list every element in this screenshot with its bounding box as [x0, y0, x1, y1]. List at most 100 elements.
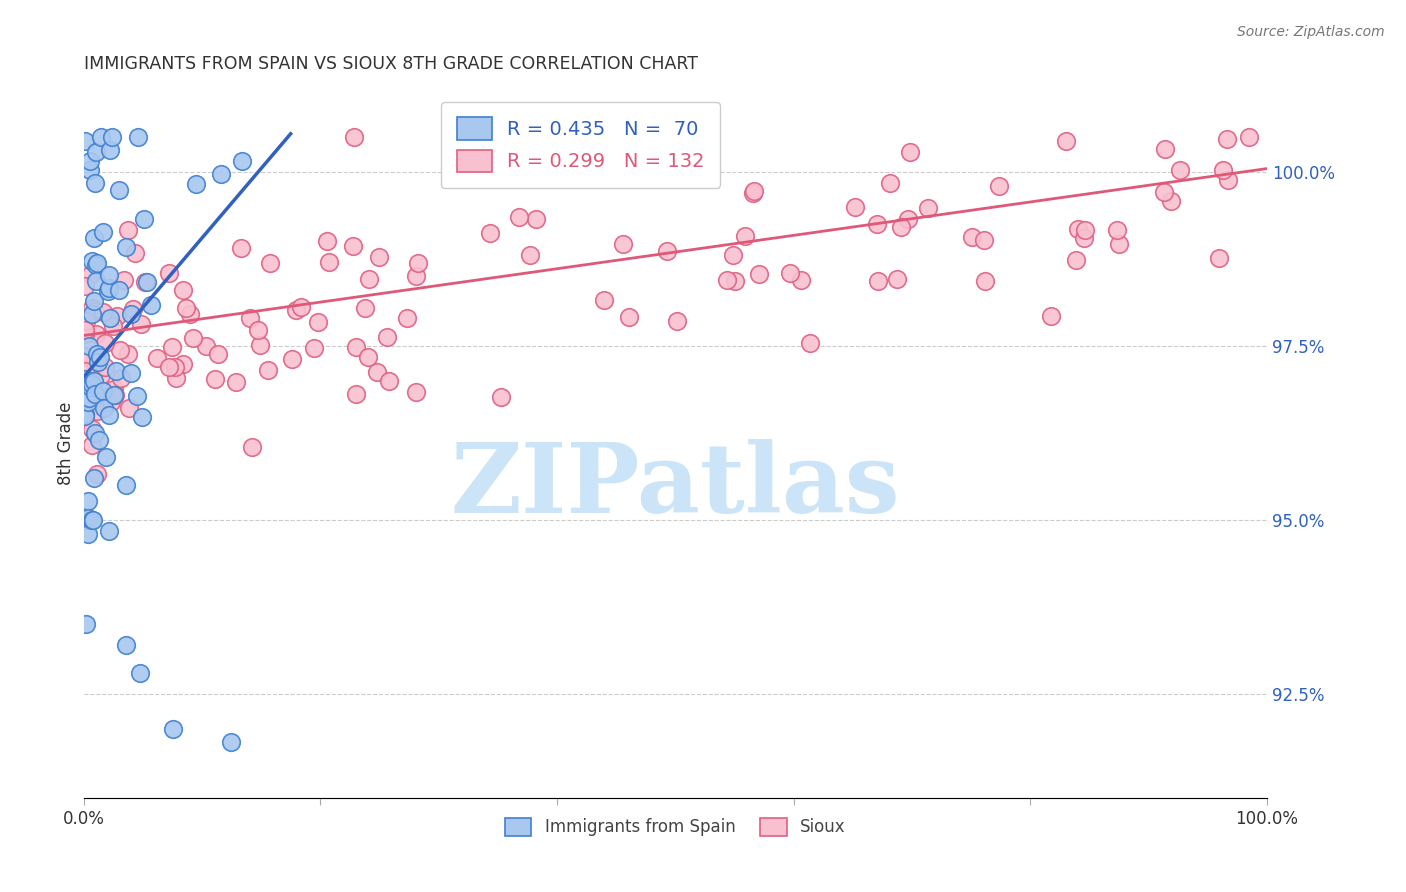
Point — [98, 144, 121, 158]
Point — [1237, 130, 1260, 145]
Point — [103, 382, 125, 396]
Point — [134, 276, 156, 290]
Point — [73, 279, 96, 293]
Point — [77, 511, 100, 525]
Point — [129, 665, 152, 680]
Point — [179, 307, 201, 321]
Point — [897, 212, 920, 227]
Point — [80, 380, 103, 394]
Point — [75, 513, 97, 527]
Point — [866, 217, 889, 231]
Point — [105, 309, 128, 323]
Point — [344, 387, 367, 401]
Point — [84, 145, 107, 159]
Point — [131, 409, 153, 424]
Text: Source: ZipAtlas.com: Source: ZipAtlas.com — [1237, 25, 1385, 39]
Point — [84, 258, 107, 272]
Point — [97, 281, 120, 295]
Point — [132, 212, 155, 227]
Point — [960, 230, 983, 244]
Point — [83, 374, 105, 388]
Point — [593, 293, 616, 308]
Point — [73, 364, 96, 378]
Point — [1168, 163, 1191, 178]
Point — [115, 478, 138, 492]
Point — [73, 327, 96, 342]
Point — [1054, 134, 1077, 148]
Point — [285, 302, 308, 317]
Point — [83, 231, 105, 245]
Point — [479, 226, 502, 240]
Point — [239, 311, 262, 326]
Point — [80, 513, 103, 527]
Point — [73, 408, 96, 422]
Point — [80, 376, 103, 391]
Point — [225, 375, 247, 389]
Point — [89, 350, 111, 364]
Point — [73, 513, 96, 527]
Text: ZIPatlas: ZIPatlas — [450, 439, 900, 533]
Point — [103, 388, 125, 402]
Point — [100, 394, 122, 409]
Point — [76, 494, 98, 508]
Point — [84, 385, 107, 400]
Point — [98, 408, 121, 422]
Point — [162, 722, 184, 736]
Point — [898, 145, 921, 160]
Point — [75, 376, 97, 391]
Point — [91, 384, 114, 399]
Point — [129, 317, 152, 331]
Point — [1074, 223, 1097, 237]
Point — [90, 368, 112, 383]
Point — [73, 134, 96, 148]
Point — [344, 340, 367, 354]
Point — [107, 283, 129, 297]
Y-axis label: 8th Grade: 8th Grade — [58, 401, 75, 485]
Point — [86, 355, 108, 369]
Point — [86, 256, 108, 270]
Point — [716, 272, 738, 286]
Point — [799, 335, 821, 350]
Point — [80, 301, 103, 316]
Point — [115, 240, 138, 254]
Text: IMMIGRANTS FROM SPAIN VS SIOUX 8TH GRADE CORRELATION CHART: IMMIGRANTS FROM SPAIN VS SIOUX 8TH GRADE… — [83, 55, 697, 73]
Point — [80, 267, 103, 281]
Point — [240, 440, 263, 454]
Point — [315, 235, 337, 249]
Point — [91, 305, 114, 319]
Point — [617, 310, 640, 325]
Point — [231, 241, 253, 255]
Point — [405, 268, 427, 283]
Point — [1218, 173, 1240, 187]
Point — [1039, 310, 1062, 324]
Point — [97, 285, 120, 299]
Point — [724, 275, 747, 289]
Point — [110, 343, 132, 357]
Point — [104, 388, 127, 402]
Point — [1066, 253, 1088, 268]
Point — [524, 212, 547, 227]
Point — [357, 351, 380, 365]
Point — [118, 401, 141, 416]
Point — [1153, 185, 1175, 199]
Point — [974, 274, 997, 288]
Point — [83, 293, 105, 308]
Point — [246, 323, 269, 337]
Point — [734, 229, 756, 244]
Point — [1216, 132, 1239, 146]
Point — [79, 154, 101, 169]
Point — [104, 364, 127, 378]
Point — [94, 336, 117, 351]
Point — [519, 248, 541, 262]
Point — [82, 513, 104, 527]
Point — [83, 470, 105, 484]
Point — [124, 246, 146, 260]
Point — [307, 315, 329, 329]
Point — [83, 303, 105, 318]
Point — [83, 426, 105, 441]
Point — [84, 176, 107, 190]
Point — [1153, 142, 1175, 156]
Point — [886, 272, 908, 286]
Point — [973, 233, 995, 247]
Point — [302, 342, 325, 356]
